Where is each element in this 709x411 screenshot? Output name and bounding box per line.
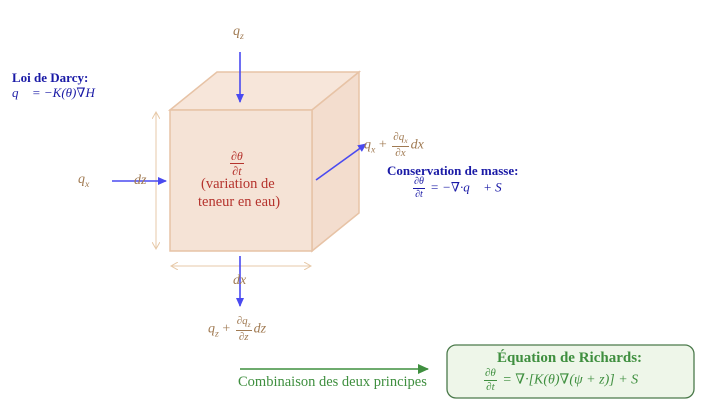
conservation-title: Conservation de masse: (387, 163, 519, 178)
cube-caption-line2: teneur en eau) (198, 194, 281, 210)
qx-in-label: qx (78, 172, 90, 190)
qz-out-label: qz + ∂qz ∂z dz (208, 315, 267, 343)
combine-label: Combinaison des deux principes (238, 374, 427, 390)
cube-front-face (169, 109, 313, 252)
richards-title: Équation de Richards: (497, 350, 643, 366)
darcy-title: Loi de Darcy: (12, 70, 89, 85)
dz-label: dz (134, 173, 147, 188)
conservation-formula: ∂θ ∂t = −∇·q⃗ + S (413, 176, 502, 200)
qz-in-label: qz (233, 24, 244, 42)
darcy-formula: q⃗ = −K(θ)∇H (12, 85, 95, 100)
dtheta-dt: ∂θ ∂t (230, 149, 244, 178)
qx-out-label: qx + ∂qx ∂x dx (364, 131, 424, 159)
richards-box (446, 344, 695, 399)
richards-formula: ∂θ ∂t = ∇·[K(θ)∇(ψ + z)] + S (484, 367, 639, 393)
qx-out-arrow (315, 143, 367, 181)
dx-label: dx (233, 273, 247, 288)
cube-caption-line1: (variation de (201, 176, 275, 192)
